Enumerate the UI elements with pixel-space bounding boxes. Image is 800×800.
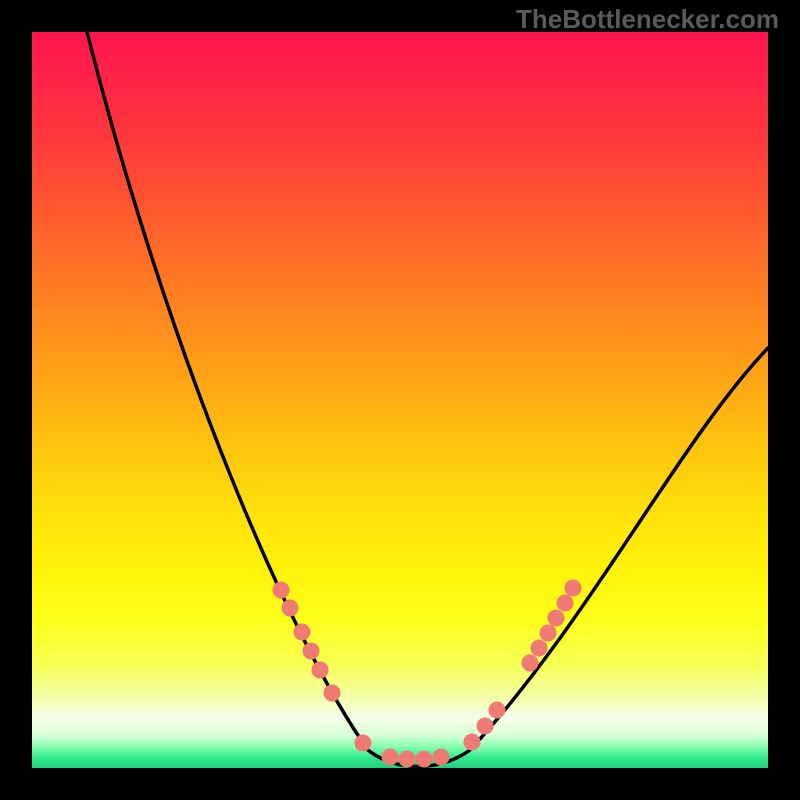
chart-svg — [0, 0, 800, 800]
data-marker — [433, 749, 449, 765]
data-marker — [540, 625, 556, 641]
data-marker — [312, 662, 328, 678]
data-marker — [565, 580, 581, 596]
data-marker — [273, 582, 289, 598]
bottleneck-curve — [87, 32, 768, 767]
data-marker — [399, 751, 415, 767]
data-marker — [282, 600, 298, 616]
data-marker — [464, 734, 480, 750]
data-marker — [531, 640, 547, 656]
data-marker — [489, 702, 505, 718]
data-marker — [416, 751, 432, 767]
chart-canvas: TheBottlenecker.com — [0, 0, 800, 800]
data-marker — [548, 610, 564, 626]
data-marker — [303, 643, 319, 659]
data-marker — [324, 685, 340, 701]
data-marker — [294, 624, 310, 640]
data-marker — [557, 595, 573, 611]
data-marker — [355, 735, 371, 751]
data-marker — [382, 749, 398, 765]
data-marker — [477, 718, 493, 734]
watermark-text: TheBottlenecker.com — [516, 4, 779, 35]
data-marker — [522, 655, 538, 671]
